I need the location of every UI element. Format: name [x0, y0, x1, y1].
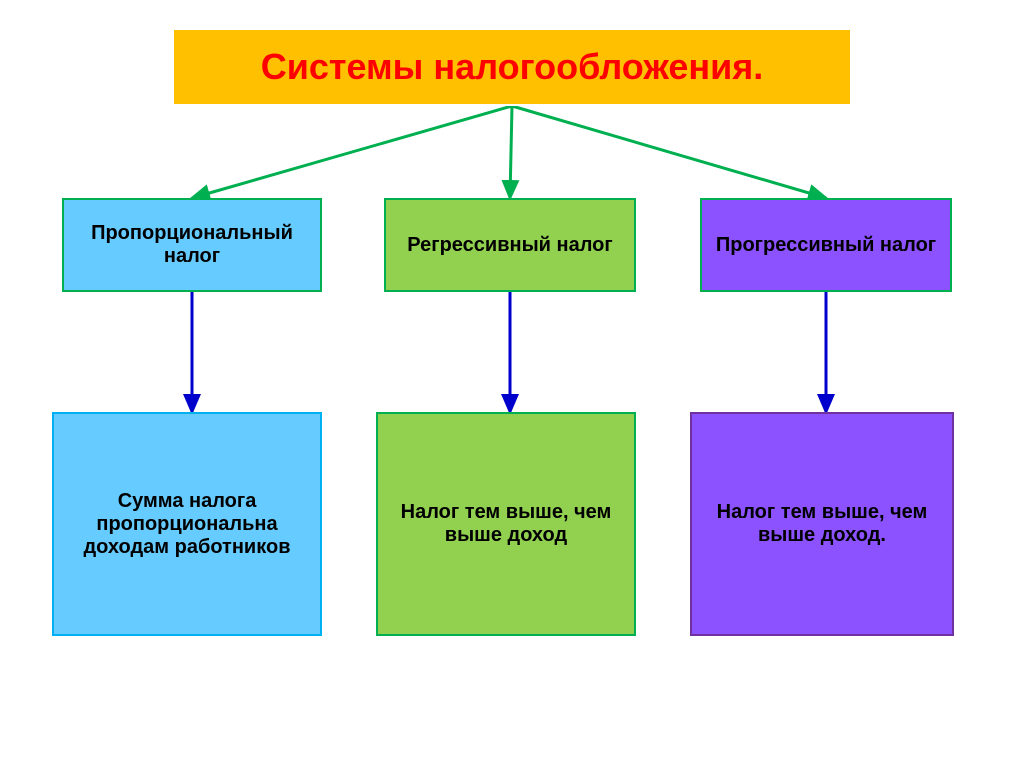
column-2-top-label: Прогрессивный налог — [716, 234, 936, 257]
column-0-bottom-label: Сумма налога пропорциональна доходам раб… — [62, 490, 312, 559]
title-text: Системы налогообложения. — [261, 46, 764, 88]
column-2-bottom-label: Налог тем выше, чем выше доход. — [700, 501, 944, 547]
title-box: Системы налогообложения. — [172, 28, 852, 106]
arrows-layer — [0, 0, 1024, 767]
column-1-bottom-label: Налог тем выше, чем выше доход — [386, 501, 626, 547]
column-2-top-box: Прогрессивный налог — [700, 198, 952, 292]
column-0-bottom-box: Сумма налога пропорциональна доходам раб… — [52, 412, 322, 636]
column-1-top-label: Регрессивный налог — [407, 234, 612, 257]
column-0-top-label: Пропорциональный налог — [72, 222, 312, 268]
column-1-bottom-box: Налог тем выше, чем выше доход — [376, 412, 636, 636]
column-0-top-box: Пропорциональный налог — [62, 198, 322, 292]
column-2-bottom-box: Налог тем выше, чем выше доход. — [690, 412, 954, 636]
column-1-top-box: Регрессивный налог — [384, 198, 636, 292]
